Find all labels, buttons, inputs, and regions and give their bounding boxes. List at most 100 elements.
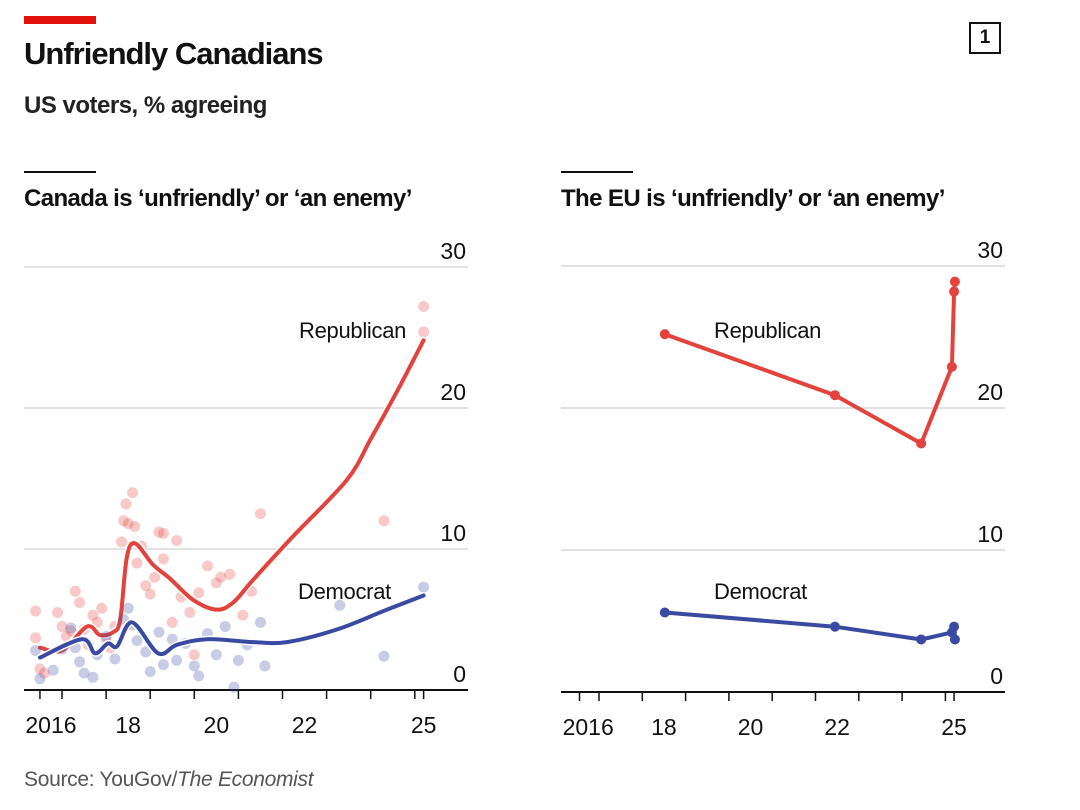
scatter-point-democrat [34, 673, 46, 685]
x-tick-label: 25 [941, 714, 967, 740]
scatter-point-democrat [157, 659, 169, 671]
scatter-point-republican [378, 515, 390, 527]
scatter-point-republican [60, 630, 72, 642]
y-tick-label: 20 [440, 379, 466, 405]
y-tick-label: 0 [453, 661, 466, 687]
scatter-point-republican [184, 606, 196, 618]
scatter-point-democrat [228, 681, 240, 693]
x-tick-label: 22 [824, 714, 850, 740]
series-label-republican: Republican [714, 318, 821, 343]
chart-number-badge: 1 [969, 22, 1001, 54]
x-tick-label: 25 [411, 712, 437, 738]
x-tick-label: 2016 [25, 712, 76, 738]
panel-right-rule [561, 171, 633, 173]
scatter-point-democrat [144, 666, 156, 678]
data-point-democrat [659, 607, 670, 618]
scatter-point-democrat [78, 667, 90, 679]
scatter-point-democrat [418, 581, 430, 593]
scatter-point-democrat [47, 664, 59, 676]
scatter-point-republican [122, 518, 134, 530]
source-prefix: Source: YouGov/ [24, 768, 178, 791]
y-tick-label: 10 [440, 520, 466, 546]
series-line-republican [664, 281, 957, 446]
y-tick-label: 10 [977, 521, 1003, 547]
scatter-point-republican [34, 663, 46, 675]
scatter-point-democrat [171, 654, 183, 666]
scatter-point-democrat [109, 653, 121, 665]
data-point-republican [916, 438, 927, 449]
scatter-point-republican [129, 520, 141, 532]
trend-line-democrat [38, 593, 426, 660]
scatter-point-republican [157, 527, 169, 539]
data-point-republican [659, 329, 670, 340]
scatter-point-republican [38, 667, 50, 679]
series-label-democrat: Democrat [714, 579, 807, 604]
scatter-point-democrat [87, 671, 99, 683]
scatter-point-republican [215, 571, 227, 583]
x-tick-label: 18 [651, 714, 677, 740]
x-tick-label: 22 [292, 712, 318, 738]
x-tick-label: 20 [738, 714, 764, 740]
trend-line-republican [38, 338, 426, 654]
source-publication: The Economist [177, 768, 314, 791]
scatter-point-republican [96, 602, 108, 614]
scatter-point-republican [149, 571, 161, 583]
scatter-point-republican [153, 526, 165, 538]
scatter-point-republican [418, 326, 430, 338]
scatter-point-republican [210, 577, 222, 589]
y-tick-label: 0 [990, 663, 1003, 689]
series-line-democrat [664, 610, 957, 642]
scatter-point-republican [157, 553, 169, 565]
scatter-point-republican [65, 625, 77, 637]
scatter-point-democrat [30, 645, 42, 657]
source-note: Source: YouGov/The Economist [24, 768, 314, 792]
scatter-point-republican [418, 300, 430, 312]
data-point-democrat [829, 621, 840, 632]
scatter-point-democrat [219, 621, 231, 633]
scatter-point-republican [52, 606, 64, 618]
data-point-democrat [949, 634, 960, 645]
scatter-point-republican [144, 588, 156, 600]
scatter-point-republican [87, 609, 99, 621]
data-point-democrat [916, 634, 927, 645]
scatter-point-republican [74, 597, 86, 609]
scatter-point-democrat [188, 660, 200, 672]
scatter-point-republican [188, 649, 200, 661]
y-tick-label: 20 [977, 379, 1003, 405]
scatter-point-republican [69, 585, 81, 597]
scatter-point-republican [140, 580, 152, 592]
panel-right-title: The EU is ‘unfriendly’ or ‘an enemy’ [561, 185, 945, 212]
panel-left-title: Canada is ‘unfriendly’ or ‘an enemy’ [24, 185, 412, 212]
scatter-point-democrat [259, 660, 271, 672]
chart-title: Unfriendly Canadians [24, 36, 324, 71]
scatter-point-republican [254, 508, 266, 520]
scatter-point-democrat [153, 626, 165, 638]
scatter-point-republican [30, 605, 42, 617]
x-tick-label: 18 [115, 712, 141, 738]
chart-subtitle: US voters, % agreeing [24, 92, 267, 119]
scatter-point-republican [171, 535, 183, 547]
x-tick-label: 20 [204, 712, 230, 738]
scatter-point-republican [202, 560, 214, 572]
series-label-democrat: Democrat [298, 579, 391, 604]
data-point-republican [829, 390, 840, 401]
scatter-point-republican [118, 515, 130, 527]
data-point-republican [949, 276, 960, 287]
data-point-republican [949, 286, 960, 297]
data-point-republican [946, 361, 957, 372]
panel-left-rule [24, 171, 96, 173]
scatter-point-republican [166, 616, 178, 628]
scatter-point-democrat [210, 649, 222, 661]
scatter-point-democrat [122, 602, 134, 614]
scatter-point-democrat [378, 650, 390, 662]
scatter-point-republican [193, 587, 205, 599]
scatter-point-republican [131, 557, 143, 569]
data-point-democrat [949, 621, 960, 632]
scatter-point-republican [237, 609, 249, 621]
scatter-point-republican [120, 498, 132, 510]
scatter-point-democrat [232, 654, 244, 666]
scatter-point-republican [127, 487, 139, 499]
scatter-point-democrat [131, 635, 143, 647]
series-label-republican: Republican [299, 318, 406, 343]
